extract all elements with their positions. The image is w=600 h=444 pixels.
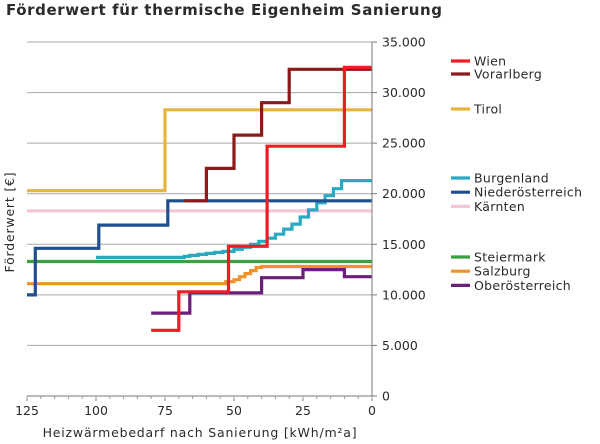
tick-labels: 0 5.000 10.000 15.000 20.000 25.000 30.000 35.0…	[15, 35, 426, 419]
x-tick-label: 0	[368, 403, 376, 418]
y-axis-label: Förderwert [€]	[2, 172, 17, 273]
chart-title: Förderwert für thermische Eigenheim Sani…	[6, 1, 443, 19]
y-tick-label: 35.000	[382, 35, 426, 50]
legend-label-burgenland: Burgenland	[474, 171, 549, 186]
legend-label-wien: Wien	[474, 54, 506, 69]
legend-label-vorarlberg: Vorarlberg	[474, 67, 542, 82]
y-tick-label: 30.000	[382, 85, 426, 100]
legend-label-oberosterreich: Oberösterreich	[474, 278, 571, 293]
legend-label-salzburg: Salzburg	[474, 264, 531, 279]
x-tick-label: 25	[295, 403, 311, 418]
x-tick-label: 100	[84, 403, 108, 418]
series-line-tirol	[27, 108, 372, 193]
series-line-niederosterreich	[27, 199, 372, 297]
y-tick-label: 0	[382, 389, 390, 404]
axes	[26, 41, 377, 401]
series-line-oberosterreich	[151, 268, 372, 315]
x-axis-label: Heizwärmebedarf nach Sanierung [kWh/m²a]	[43, 425, 358, 440]
legend-label-karnten: Kärnten	[474, 199, 525, 214]
x-tick-label: 125	[15, 403, 39, 418]
y-tick-label: 25.000	[382, 136, 426, 151]
legend-label-tirol: Tirol	[473, 102, 502, 117]
y-tick-label: 20.000	[382, 186, 426, 201]
series-line-vorarlberg	[184, 67, 372, 203]
grid-lines	[27, 41, 372, 346]
x-tick-label: 75	[157, 403, 173, 418]
series-line-burgenland	[96, 179, 372, 259]
legend-label-steiermark: Steiermark	[474, 250, 546, 265]
legend-label-niederosterreich: Niederösterreich	[474, 185, 582, 200]
y-tick-label: 5.000	[382, 338, 418, 353]
y-tick-label: 15.000	[382, 237, 426, 252]
y-tick-label: 10.000	[382, 287, 426, 302]
series-line-wien	[151, 65, 372, 332]
series-group	[27, 65, 372, 332]
x-tick-label: 50	[226, 403, 242, 418]
